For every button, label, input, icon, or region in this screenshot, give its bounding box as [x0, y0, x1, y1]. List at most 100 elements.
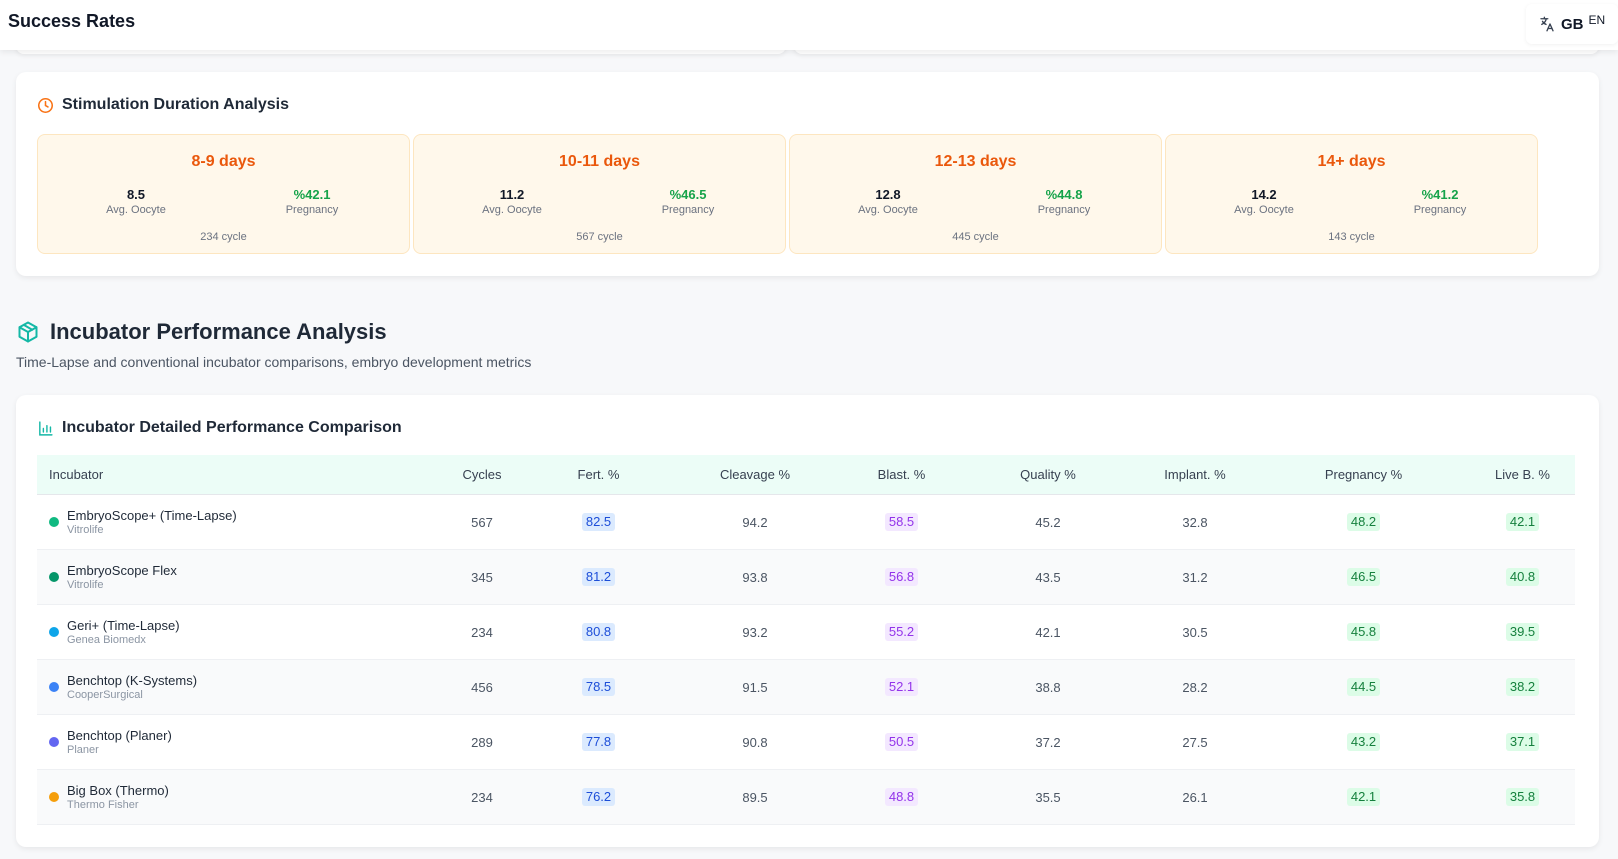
- stimulation-item: 10-11 days 11.2 Avg. Oocyte %46.5 Pregna…: [413, 134, 786, 254]
- box-icon: [18, 321, 38, 343]
- cycles-cell: 345: [437, 570, 527, 585]
- table-row[interactable]: Geri+ (Time-Lapse) Genea Biomedx 234 80.8 93…: [37, 605, 1575, 660]
- incubator-cell: Benchtop (K-Systems) CooperSurgical: [37, 673, 437, 701]
- table-row[interactable]: Benchtop (K-Systems) CooperSurgical 456 78.…: [37, 660, 1575, 715]
- incubator-name: Geri+ (Time-Lapse): [67, 618, 180, 633]
- fert-value: 80.8: [581, 623, 616, 641]
- column-header-pregnancy[interactable]: Pregnancy %: [1324, 467, 1403, 482]
- column-header-cleavage[interactable]: Cleavage %: [719, 467, 791, 482]
- avg-oocyte-label: Avg. Oocyte: [106, 204, 166, 216]
- fert-cell: 81.2: [527, 568, 670, 586]
- stimulation-card-title: Stimulation Duration Analysis: [62, 96, 289, 113]
- table-row[interactable]: EmbryoScope+ (Time-Lapse) Vitrolife 567 82.…: [37, 495, 1575, 550]
- pregnancy-label: Pregnancy: [1037, 204, 1091, 216]
- implant-cell: 27.5: [1133, 735, 1257, 750]
- column-header-incubator[interactable]: Incubator: [49, 467, 104, 482]
- incubator-cell: EmbryoScope+ (Time-Lapse) Vitrolife: [37, 508, 437, 536]
- incubator-text: Geri+ (Time-Lapse) Genea Biomedx: [67, 618, 180, 646]
- avg-oocyte-label: Avg. Oocyte: [482, 204, 542, 216]
- column-header-live-birth[interactable]: Live B. %: [1495, 467, 1550, 482]
- cleavage-cell: 93.2: [670, 625, 840, 640]
- quality-cell: 35.5: [963, 790, 1133, 805]
- pregnancy-value: %46.5: [669, 187, 707, 202]
- live-birth-cell: 39.5: [1470, 623, 1575, 641]
- table-row[interactable]: EmbryoScope Flex Vitrolife 345 81.2 93.8 56.8…: [37, 550, 1575, 605]
- implant-value: 30.5: [1182, 624, 1208, 640]
- cycles-value: 234: [471, 624, 493, 640]
- pregnancy-value: 45.8: [1346, 623, 1381, 641]
- cycles-value: 345: [471, 569, 493, 585]
- blast-cell: 48.8: [840, 788, 963, 806]
- pregnancy-cell: 42.1: [1257, 788, 1470, 806]
- incubator-section-subtitle: Time-Lapse and conventional incubator co…: [16, 354, 532, 370]
- table-body: EmbryoScope+ (Time-Lapse) Vitrolife 567 82.…: [37, 495, 1575, 825]
- stimulation-item: 12-13 days 12.8 Avg. Oocyte %44.8 Pregna…: [789, 134, 1162, 254]
- incubator-name-group: Benchtop (Planer) Planer: [49, 728, 437, 756]
- incubator-manufacturer: Genea Biomedx: [67, 634, 146, 646]
- cleavage-value: 90.8: [742, 734, 768, 750]
- implant-cell: 26.1: [1133, 790, 1257, 805]
- column-header-implant[interactable]: Implant. %: [1164, 467, 1226, 482]
- pregnancy-value: 43.2: [1346, 733, 1381, 751]
- incubator-comparison-card: Incubator Detailed Performance Compariso…: [16, 395, 1599, 847]
- fert-cell: 78.5: [527, 678, 670, 696]
- fert-value: 78.5: [581, 678, 616, 696]
- clock-icon: [37, 97, 54, 113]
- quality-value: 42.1: [1035, 624, 1061, 640]
- cycle-count: 234 cycle: [200, 231, 247, 243]
- incubator-cell: Benchtop (Planer) Planer: [37, 728, 437, 756]
- incubator-card-header: Incubator Detailed Performance Compariso…: [37, 419, 402, 437]
- quality-value: 38.8: [1035, 679, 1061, 695]
- incubator-name: Benchtop (K-Systems): [67, 673, 198, 688]
- cycles-cell: 456: [437, 680, 527, 695]
- status-dot-icon: [49, 627, 59, 637]
- language-switcher[interactable]: GB EN: [1526, 4, 1618, 44]
- implant-value: 28.2: [1182, 679, 1208, 695]
- pregnancy-value: %42.1: [293, 187, 331, 202]
- quality-value: 37.2: [1035, 734, 1061, 750]
- cleavage-cell: 91.5: [670, 680, 840, 695]
- quality-cell: 38.8: [963, 680, 1133, 695]
- table-row[interactable]: Benchtop (Planer) Planer 289 77.8 90.8 50.5 37…: [37, 715, 1575, 770]
- pregnancy-value: 46.5: [1346, 568, 1381, 586]
- pregnancy-cell: 46.5: [1257, 568, 1470, 586]
- column-header-blast[interactable]: Blast. %: [877, 467, 926, 482]
- quality-cell: 42.1: [963, 625, 1133, 640]
- fert-cell: 82.5: [527, 513, 670, 531]
- avg-oocyte-value: 11.2: [499, 187, 525, 202]
- fert-cell: 76.2: [527, 788, 670, 806]
- column-header-quality[interactable]: Quality %: [1020, 467, 1076, 482]
- column-header-cycles[interactable]: Cycles: [462, 467, 502, 482]
- incubator-name: EmbryoScope Flex: [67, 563, 177, 578]
- implant-value: 27.5: [1182, 734, 1208, 750]
- incubator-table: Incubator Cycles Fert. % Cleavage % Blas…: [37, 455, 1575, 825]
- status-dot-icon: [49, 792, 59, 802]
- column-header-fert[interactable]: Fert. %: [577, 467, 620, 482]
- pregnancy-label: Pregnancy: [285, 204, 339, 216]
- fert-cell: 77.8: [527, 733, 670, 751]
- live-birth-value: 38.2: [1505, 678, 1540, 696]
- pregnancy-value: 48.2: [1346, 513, 1381, 531]
- incubator-card-title: Incubator Detailed Performance Compariso…: [62, 419, 402, 436]
- implant-value: 26.1: [1182, 789, 1208, 805]
- cleavage-cell: 89.5: [670, 790, 840, 805]
- incubator-name-group: Benchtop (K-Systems) CooperSurgical: [49, 673, 437, 701]
- pregnancy-cell: 48.2: [1257, 513, 1470, 531]
- bar-chart-icon: [39, 420, 53, 436]
- stimulation-item: 14+ days 14.2 Avg. Oocyte %41.2 Pregnanc…: [1165, 134, 1538, 254]
- pregnancy-label: Pregnancy: [661, 204, 715, 216]
- implant-cell: 32.8: [1133, 515, 1257, 530]
- pregnancy-metric: %44.8 Pregnancy: [1004, 187, 1124, 216]
- implant-cell: 30.5: [1133, 625, 1257, 640]
- incubator-manufacturer: Thermo Fisher: [67, 799, 139, 811]
- table-row[interactable]: Big Box (Thermo) Thermo Fisher 234 76.2 89.5…: [37, 770, 1575, 825]
- avg-oocyte-label: Avg. Oocyte: [1234, 204, 1294, 216]
- stimulation-duration-card: Stimulation Duration Analysis 8-9 days 8…: [16, 72, 1599, 276]
- cycles-cell: 567: [437, 515, 527, 530]
- incubator-cell: Big Box (Thermo) Thermo Fisher: [37, 783, 437, 811]
- fert-value: 77.8: [581, 733, 616, 751]
- cycles-cell: 289: [437, 735, 527, 750]
- pregnancy-value: 44.5: [1346, 678, 1381, 696]
- avg-oocyte-metric: 14.2 Avg. Oocyte: [1204, 187, 1324, 216]
- blast-cell: 58.5: [840, 513, 963, 531]
